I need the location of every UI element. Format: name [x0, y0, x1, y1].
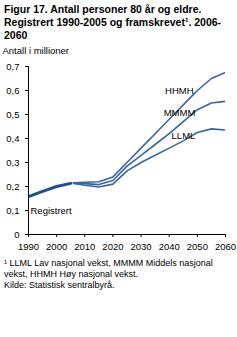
html-text:Kilde: Statistisk sentralbyrå.: Kilde: Statistisk sentralbyrå. — [4, 280, 115, 290]
svg-text:2050: 2050 — [187, 241, 208, 252]
svg-text:0,7: 0,7 — [6, 61, 19, 72]
svg-text:LLML: LLML — [172, 130, 196, 141]
svg-text:0,5: 0,5 — [6, 109, 19, 120]
svg-text:0,1: 0,1 — [6, 205, 19, 216]
svg-text:1990: 1990 — [18, 241, 39, 252]
svg-text:Registrert: Registrert — [31, 205, 73, 216]
svg-text:0,2: 0,2 — [6, 181, 19, 192]
html-text:¹ LLML Lav nasjonal vekst, MMM: ¹ LLML Lav nasjonal vekst, MMMM Middels … — [4, 258, 213, 279]
svg-text:2040: 2040 — [159, 241, 180, 252]
svg-text:0: 0 — [14, 229, 19, 240]
svg-text:2060: 2060 — [215, 241, 236, 252]
svg-text:2030: 2030 — [131, 241, 152, 252]
svg-text:2000: 2000 — [46, 241, 67, 252]
svg-text:2020: 2020 — [102, 241, 123, 252]
svg-text:Antall i millioner: Antall i millioner — [3, 45, 70, 56]
svg-text:0,3: 0,3 — [6, 157, 19, 168]
svg-text:0,4: 0,4 — [6, 133, 19, 144]
svg-text:HHMH: HHMH — [165, 85, 194, 96]
html-text:Figur 17. Antall personer 80 å: Figur 17. Antall personer 80 år og eldre… — [4, 3, 222, 41]
svg-text:MMMM: MMMM — [164, 107, 196, 118]
svg-text:2010: 2010 — [74, 241, 95, 252]
svg-text:0,6: 0,6 — [6, 85, 19, 96]
